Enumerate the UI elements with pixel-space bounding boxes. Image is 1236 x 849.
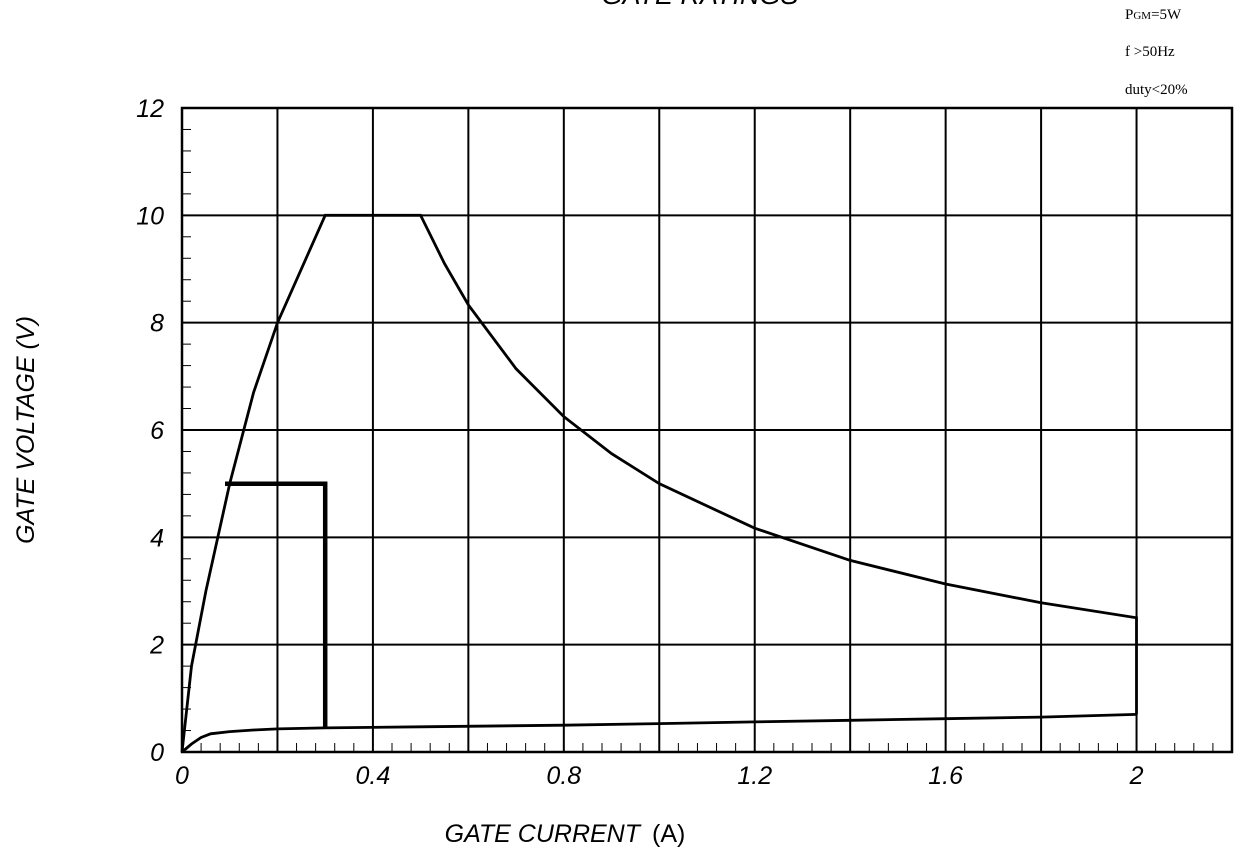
y-tick-label-2: 4 [150, 524, 164, 552]
series-line-0 [180, 213, 1138, 753]
x-tick-label-1: 0.4 [356, 762, 391, 790]
y-tick-label-1: 2 [149, 632, 164, 660]
y-tick-label-0: 0 [150, 739, 164, 767]
x-tick-label-4: 1.6 [928, 762, 963, 790]
x-axis-unit: (A) [652, 820, 685, 848]
y-tick-label-6: 12 [136, 95, 164, 123]
x-tick-label-2: 0.8 [546, 762, 581, 790]
frequency-annotation: f >50Hz [1125, 44, 1175, 60]
grid-lines [182, 108, 1232, 752]
x-tick-label-5: 2 [1129, 762, 1144, 790]
series-group [180, 213, 1138, 754]
y-tick-label-4: 8 [150, 310, 164, 338]
y-tick-label-3: 6 [150, 417, 164, 445]
pgm-prefix: P [1125, 7, 1133, 23]
y-tick-label-5: 10 [136, 202, 164, 230]
series-line-1 [181, 713, 1137, 754]
y-axis-label: GATE VOLTAGE (V) [12, 316, 40, 544]
chart-title: GATE RATINGS [601, 0, 798, 10]
x-tick-labels: 0 0.4 0.8 1.2 1.6 2 [175, 762, 1144, 790]
plot-frame [180, 106, 1234, 754]
duty-annotation: duty<20% [1125, 82, 1188, 98]
series-line-2 [225, 481, 328, 728]
pgm-annotation: PGM=5W [1125, 7, 1182, 23]
x-tick-label-3: 1.2 [737, 762, 772, 790]
pgm-subscript: GM [1133, 10, 1151, 22]
y-tick-labels: 0 2 4 6 8 10 12 [136, 95, 164, 767]
x-tick-label-0: 0 [175, 762, 189, 790]
pgm-value: =5W [1151, 7, 1182, 23]
x-axis-label: GATE CURRENT [445, 820, 642, 848]
